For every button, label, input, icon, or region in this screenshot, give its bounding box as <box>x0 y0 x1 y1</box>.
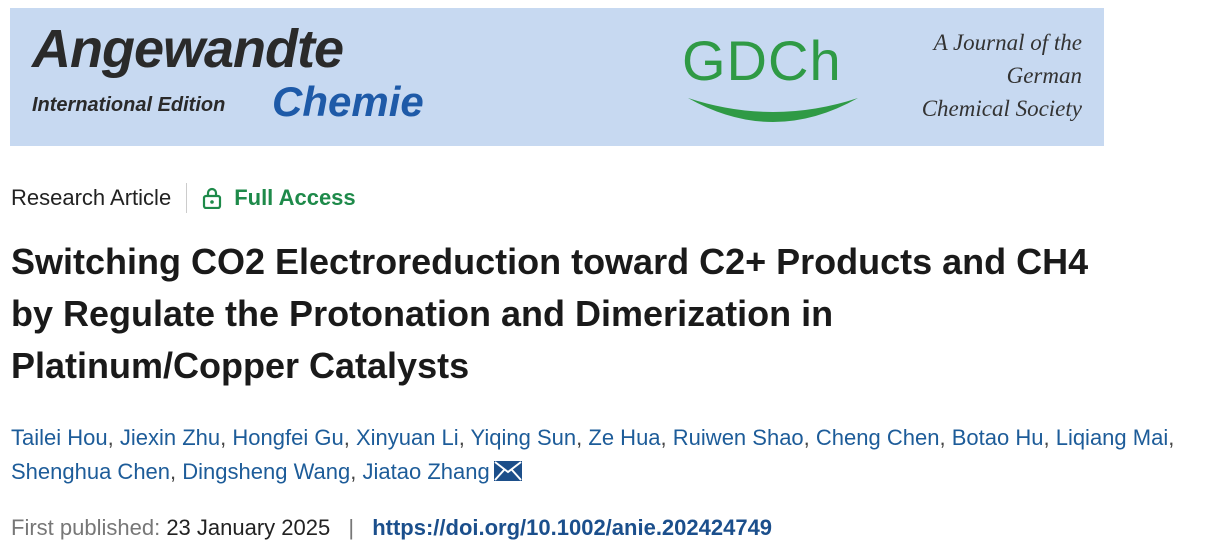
author-item: Jiexin Zhu, <box>120 425 226 450</box>
lock-icon <box>203 187 222 209</box>
separator: | <box>348 515 355 540</box>
email-icon[interactable] <box>493 461 522 481</box>
author-name[interactable]: Hongfei Gu <box>232 425 344 450</box>
author-item: Ze Hua, <box>588 425 666 450</box>
author-name[interactable]: Shenghua Chen <box>11 459 171 484</box>
author-name[interactable]: Jiexin Zhu <box>119 425 221 450</box>
journal-name: Angewandte <box>32 19 344 79</box>
author-name[interactable]: Cheng Chen <box>815 425 940 450</box>
journal-banner[interactable]: Angewandte International Edition Chemie … <box>10 8 1104 146</box>
article-meta: Research Article Full Access <box>11 183 356 213</box>
author-name[interactable]: Botao Hu <box>951 425 1044 450</box>
author-separator: , <box>170 459 177 484</box>
article-title: Switching CO2 Electroreduction toward C2… <box>11 236 1088 392</box>
author-list: Tailei Hou, Jiexin Zhu, Hongfei Gu, Xiny… <box>11 421 1206 489</box>
author-item: Cheng Chen, <box>816 425 946 450</box>
society-line: A Journal of the <box>933 30 1082 55</box>
author-item: Shenghua Chen, <box>11 459 176 484</box>
author-item: Xinyuan Li, <box>356 425 465 450</box>
author-item: Ruiwen Shao, <box>673 425 810 450</box>
author-separator: , <box>1168 425 1175 450</box>
edition: International Edition <box>32 94 226 116</box>
society-text: A Journal of the German Chemical Society <box>922 26 1082 125</box>
author-name[interactable]: Yiqing Sun <box>470 425 577 450</box>
author-separator: , <box>107 425 114 450</box>
title-line: Platinum/Copper Catalysts <box>11 345 470 386</box>
author-item: Hongfei Gu, <box>232 425 349 450</box>
article-type: Research Article <box>11 185 172 210</box>
title-line: by Regulate the Protonation and Dimeriza… <box>11 293 834 334</box>
access-badge: Full Access <box>202 185 356 211</box>
author-separator: , <box>343 425 350 450</box>
author-name[interactable]: Jiatao Zhang <box>362 459 490 484</box>
published-date: 23 January 2025 <box>166 515 331 540</box>
author-name[interactable]: Xinyuan Li <box>355 425 459 450</box>
author-name[interactable]: Tailei Hou <box>11 425 108 450</box>
author-item: Dingsheng Wang, <box>182 459 356 484</box>
publication-info: First published: 23 January 2025 | https… <box>11 515 772 541</box>
author-item: Tailei Hou, <box>11 425 114 450</box>
author-separator: , <box>220 425 227 450</box>
author-separator: , <box>458 425 465 450</box>
society-line: Chemical Society <box>921 96 1082 121</box>
author-item: Jiatao Zhang <box>363 459 522 484</box>
logo-swoosh <box>688 98 858 122</box>
author-item: Botao Hu, <box>952 425 1050 450</box>
published-label: First published: <box>11 515 161 540</box>
society-line: German <box>1006 63 1082 88</box>
doi-link[interactable]: https://doi.org/10.1002/anie.202424749 <box>372 515 773 540</box>
author-separator: , <box>576 425 583 450</box>
author-separator: , <box>939 425 946 450</box>
author-separator: , <box>803 425 810 450</box>
divider <box>186 183 188 213</box>
author-separator: , <box>1043 425 1050 450</box>
author-name[interactable]: Ruiwen Shao <box>672 425 804 450</box>
author-separator: , <box>350 459 357 484</box>
author-name[interactable]: Dingsheng Wang <box>182 459 351 484</box>
journal-subname: Chemie <box>272 78 424 125</box>
society-logo: GDCh <box>682 29 842 92</box>
author-name[interactable]: Liqiang Mai <box>1055 425 1169 450</box>
author-separator: , <box>660 425 667 450</box>
access-label: Full Access <box>234 185 356 210</box>
author-name[interactable]: Ze Hua <box>588 425 661 450</box>
title-line: Switching CO2 Electroreduction toward C2… <box>11 241 1089 282</box>
author-item: Yiqing Sun, <box>471 425 583 450</box>
author-item: Liqiang Mai, <box>1056 425 1175 450</box>
